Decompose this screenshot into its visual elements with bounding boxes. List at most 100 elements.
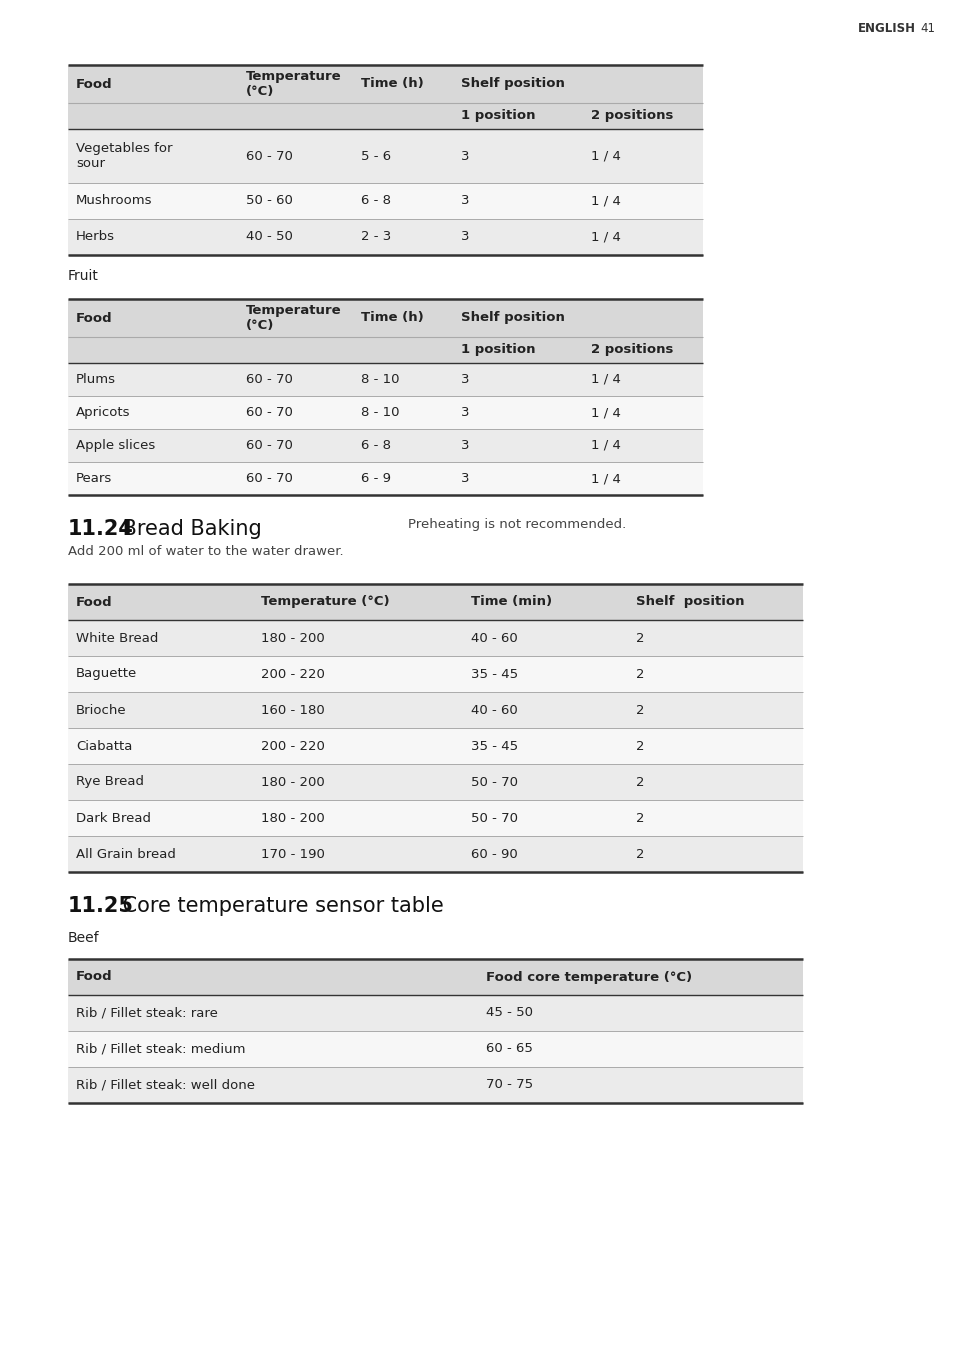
Text: 2 positions: 2 positions	[590, 110, 673, 122]
Text: 35 - 45: 35 - 45	[471, 668, 517, 681]
Text: 180 - 200: 180 - 200	[261, 631, 324, 645]
Bar	[462, 655, 627, 692]
Text: Apricots: Apricots	[76, 406, 131, 418]
Text: Food: Food	[76, 596, 112, 608]
Bar	[68, 728, 253, 764]
Bar	[353, 363, 453, 395]
Bar	[453, 337, 582, 363]
Text: 60 - 70: 60 - 70	[246, 406, 293, 418]
Text: 3: 3	[460, 439, 469, 452]
Bar	[68, 655, 253, 692]
Bar	[462, 764, 627, 800]
Text: Shelf position: Shelf position	[460, 311, 564, 325]
Bar	[353, 299, 453, 337]
Bar	[68, 584, 253, 620]
Bar	[68, 395, 237, 429]
Bar	[353, 129, 453, 183]
Text: Pears: Pears	[76, 473, 112, 485]
Text: 8 - 10: 8 - 10	[360, 372, 399, 386]
Text: 60 - 65: 60 - 65	[485, 1043, 533, 1056]
Bar	[68, 620, 253, 655]
Text: 2 positions: 2 positions	[590, 344, 673, 356]
Bar	[627, 835, 802, 872]
Text: 6 - 8: 6 - 8	[360, 195, 391, 207]
Text: Time (h): Time (h)	[360, 311, 423, 325]
Bar	[68, 337, 237, 363]
Bar	[582, 462, 702, 496]
Text: Food: Food	[76, 77, 112, 91]
Text: Apple slices: Apple slices	[76, 439, 155, 452]
Text: Time (h): Time (h)	[360, 77, 423, 91]
Text: 160 - 180: 160 - 180	[261, 704, 324, 716]
Bar	[237, 395, 353, 429]
Text: 70 - 75: 70 - 75	[485, 1079, 533, 1091]
Bar	[582, 299, 702, 337]
Bar	[462, 584, 627, 620]
Bar	[353, 337, 453, 363]
Bar	[582, 183, 702, 219]
Text: Food: Food	[76, 311, 112, 325]
Bar	[353, 65, 453, 103]
Bar	[453, 219, 582, 255]
Text: Herbs: Herbs	[76, 230, 115, 244]
Bar	[68, 1030, 477, 1067]
Bar	[477, 1030, 802, 1067]
Bar	[237, 462, 353, 496]
Text: 45 - 50: 45 - 50	[485, 1006, 533, 1020]
Text: 2: 2	[636, 811, 644, 825]
Text: Rye Bread: Rye Bread	[76, 776, 144, 788]
Bar	[68, 219, 237, 255]
Text: 180 - 200: 180 - 200	[261, 811, 324, 825]
Bar	[68, 959, 477, 995]
Bar	[462, 835, 627, 872]
Text: 3: 3	[460, 473, 469, 485]
Text: Mushrooms: Mushrooms	[76, 195, 152, 207]
Bar	[627, 655, 802, 692]
Bar	[627, 584, 802, 620]
Text: White Bread: White Bread	[76, 631, 158, 645]
Text: Ciabatta: Ciabatta	[76, 739, 132, 753]
Bar	[453, 462, 582, 496]
Bar	[453, 395, 582, 429]
Text: Rib / Fillet steak: well done: Rib / Fillet steak: well done	[76, 1079, 254, 1091]
Text: ENGLISH: ENGLISH	[857, 22, 915, 35]
Text: Food: Food	[76, 971, 112, 983]
Text: 3: 3	[460, 149, 469, 162]
Text: Time (min): Time (min)	[471, 596, 552, 608]
Bar	[453, 103, 582, 129]
Text: 1 / 4: 1 / 4	[590, 473, 620, 485]
Text: 200 - 220: 200 - 220	[261, 668, 325, 681]
Text: 1 / 4: 1 / 4	[590, 406, 620, 418]
Text: 5 - 6: 5 - 6	[360, 149, 391, 162]
Text: Rib / Fillet steak: rare: Rib / Fillet steak: rare	[76, 1006, 217, 1020]
Text: Add 200 ml of water to the water drawer.: Add 200 ml of water to the water drawer.	[68, 546, 343, 558]
Bar	[237, 183, 353, 219]
Bar	[237, 65, 353, 103]
Bar	[68, 835, 253, 872]
Bar	[68, 103, 237, 129]
Bar	[68, 692, 253, 728]
Bar	[353, 462, 453, 496]
Bar	[237, 103, 353, 129]
Text: 50 - 70: 50 - 70	[471, 811, 517, 825]
Text: 3: 3	[460, 406, 469, 418]
Text: 41: 41	[919, 22, 934, 35]
Text: Fruit: Fruit	[68, 269, 99, 283]
Text: Rib / Fillet steak: medium: Rib / Fillet steak: medium	[76, 1043, 245, 1056]
Bar	[582, 337, 702, 363]
Text: 40 - 60: 40 - 60	[471, 631, 517, 645]
Bar	[627, 620, 802, 655]
Text: 3: 3	[460, 230, 469, 244]
Bar	[477, 995, 802, 1030]
Text: 60 - 70: 60 - 70	[246, 149, 293, 162]
Text: 60 - 70: 60 - 70	[246, 473, 293, 485]
Bar	[68, 299, 237, 337]
Bar	[582, 219, 702, 255]
Text: 2: 2	[636, 668, 644, 681]
Bar	[353, 219, 453, 255]
Text: 200 - 220: 200 - 220	[261, 739, 325, 753]
Bar	[253, 584, 462, 620]
Bar	[253, 728, 462, 764]
Text: 60 - 90: 60 - 90	[471, 848, 517, 861]
Bar	[462, 800, 627, 835]
